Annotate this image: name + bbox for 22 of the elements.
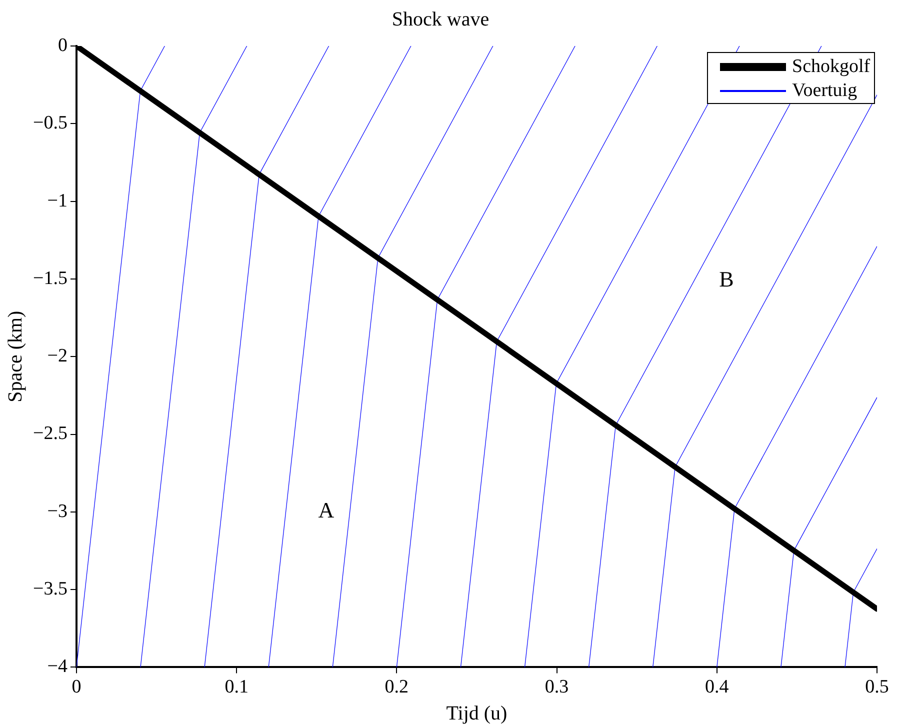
y-tick-label: −2.5 — [32, 423, 68, 444]
y-tick-label: −3 — [47, 500, 68, 522]
x-tick-label: 0.2 — [384, 676, 409, 698]
y-tick-label: −2 — [47, 346, 68, 367]
y-tick-label: −0.5 — [32, 112, 68, 134]
x-tick-label: 0 — [72, 676, 82, 698]
legend-label: Schokgolf — [792, 55, 870, 79]
y-tick-label: 0 — [58, 34, 68, 56]
annotation: B — [719, 266, 734, 292]
annotation: A — [318, 498, 334, 523]
x-tick-label: 0.4 — [705, 676, 730, 698]
x-tick-label: 0.3 — [544, 676, 569, 698]
y-tick-label: −1.5 — [32, 268, 68, 289]
y-tick-label: −1 — [47, 190, 68, 212]
x-axis-title: Tijd (u) — [446, 702, 508, 724]
x-tick-label: 0.1 — [224, 676, 248, 698]
y-tick-label: −3.5 — [32, 578, 68, 600]
y-axis-title: Space (km) — [4, 310, 26, 402]
legend-label: Voertuig — [792, 79, 858, 103]
x-tick-label: 0.5 — [865, 676, 889, 698]
y-tick-label: −4 — [47, 656, 68, 678]
chart-title: Shock wave — [392, 8, 490, 30]
